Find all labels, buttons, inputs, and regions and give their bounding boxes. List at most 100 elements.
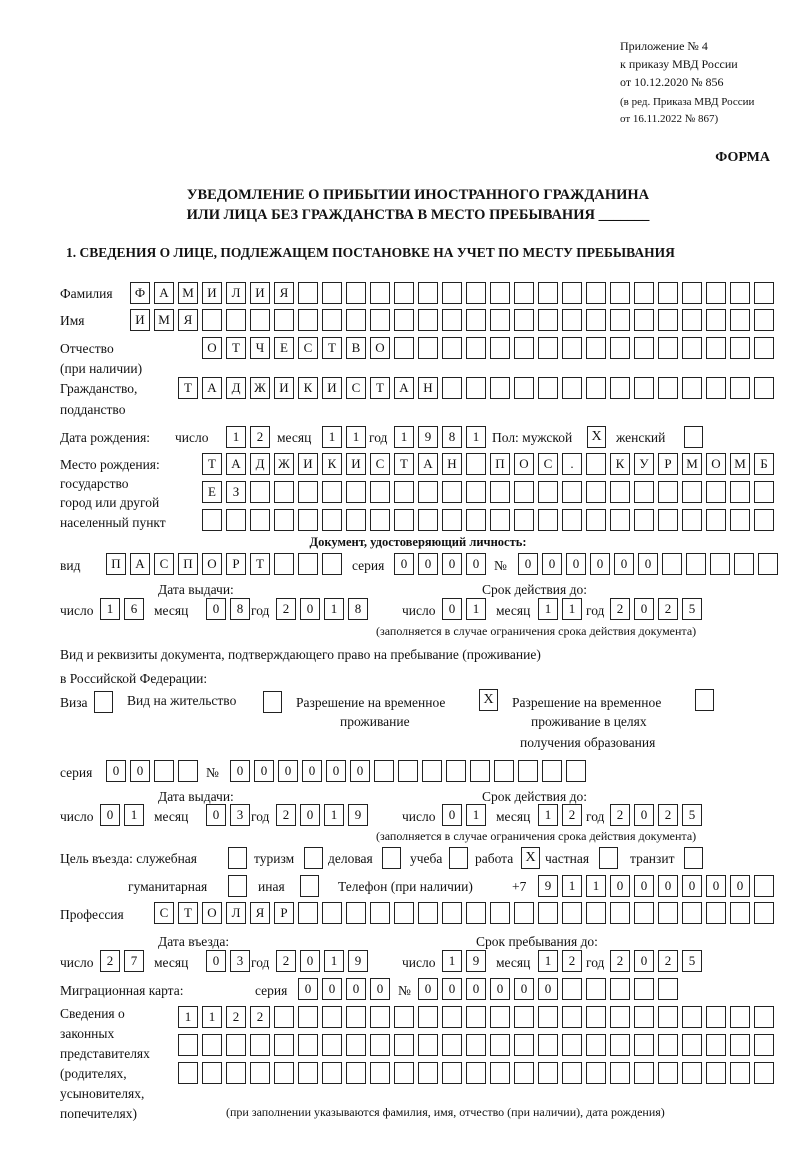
char-box[interactable]	[490, 1062, 510, 1084]
char-box[interactable]	[466, 453, 486, 475]
char-box[interactable]	[706, 377, 726, 399]
char-box[interactable]	[370, 309, 390, 331]
char-box[interactable]	[370, 481, 390, 503]
char-box[interactable]	[706, 481, 726, 503]
char-box[interactable]	[610, 902, 630, 924]
char-box[interactable]	[346, 509, 366, 531]
char-box[interactable]: 8	[348, 598, 368, 620]
char-box[interactable]	[274, 553, 294, 575]
char-box[interactable]: 1	[202, 1006, 222, 1028]
char-box[interactable]: Р	[658, 453, 678, 475]
char-box[interactable]: М	[178, 282, 198, 304]
char-box[interactable]: Ф	[130, 282, 150, 304]
char-box[interactable]	[322, 309, 342, 331]
char-box[interactable]	[538, 481, 558, 503]
char-box[interactable]: 0	[206, 598, 226, 620]
char-box[interactable]: 0	[394, 553, 414, 575]
char-box[interactable]: 9	[538, 875, 558, 897]
purpose-service-checkbox[interactable]	[228, 847, 247, 869]
char-box[interactable]: 1	[466, 426, 486, 448]
char-box[interactable]	[682, 481, 702, 503]
purpose-transit-checkbox[interactable]	[684, 847, 703, 869]
char-box[interactable]: 2	[610, 804, 630, 826]
char-box[interactable]	[226, 1062, 246, 1084]
char-box[interactable]	[682, 377, 702, 399]
char-box[interactable]	[466, 902, 486, 924]
char-box[interactable]	[754, 481, 774, 503]
char-box[interactable]: 0	[658, 875, 678, 897]
char-box[interactable]	[418, 1062, 438, 1084]
char-box[interactable]: Т	[226, 337, 246, 359]
char-box[interactable]: 0	[206, 804, 226, 826]
char-box[interactable]	[586, 309, 606, 331]
char-box[interactable]	[370, 282, 390, 304]
char-box[interactable]: О	[202, 553, 222, 575]
char-box[interactable]: 2	[250, 426, 270, 448]
char-box[interactable]	[442, 1006, 462, 1028]
char-box[interactable]: 0	[518, 553, 538, 575]
char-box[interactable]	[658, 509, 678, 531]
char-box[interactable]: Р	[226, 553, 246, 575]
char-box[interactable]: 1	[562, 875, 582, 897]
char-box[interactable]	[682, 309, 702, 331]
char-box[interactable]: 1	[466, 804, 486, 826]
char-box[interactable]: 2	[100, 950, 120, 972]
char-box[interactable]	[490, 509, 510, 531]
char-box[interactable]	[394, 337, 414, 359]
char-box[interactable]: Д	[226, 377, 246, 399]
char-box[interactable]: 0	[418, 553, 438, 575]
char-box[interactable]: О	[370, 337, 390, 359]
birthplace-field-3[interactable]	[202, 509, 774, 531]
char-box[interactable]: 0	[538, 978, 558, 1000]
char-box[interactable]	[490, 1034, 510, 1056]
char-box[interactable]: 2	[562, 804, 582, 826]
char-box[interactable]	[586, 377, 606, 399]
char-box[interactable]	[298, 902, 318, 924]
char-box[interactable]: 9	[348, 804, 368, 826]
char-box[interactable]	[754, 1062, 774, 1084]
char-box[interactable]: С	[538, 453, 558, 475]
char-box[interactable]	[442, 902, 462, 924]
char-box[interactable]: О	[706, 453, 726, 475]
char-box[interactable]	[682, 1006, 702, 1028]
char-box[interactable]	[754, 282, 774, 304]
char-box[interactable]	[322, 282, 342, 304]
char-box[interactable]	[514, 481, 534, 503]
char-box[interactable]	[634, 902, 654, 924]
char-box[interactable]	[710, 553, 730, 575]
char-box[interactable]	[466, 509, 486, 531]
char-box[interactable]	[442, 481, 462, 503]
char-box[interactable]: А	[154, 282, 174, 304]
char-box[interactable]: 0	[466, 553, 486, 575]
char-box[interactable]	[730, 481, 750, 503]
char-box[interactable]: 2	[276, 804, 296, 826]
char-box[interactable]	[178, 760, 198, 782]
char-box[interactable]: 0	[322, 978, 342, 1000]
char-box[interactable]	[514, 282, 534, 304]
char-box[interactable]	[398, 760, 418, 782]
char-box[interactable]: 0	[610, 875, 630, 897]
char-box[interactable]	[370, 1034, 390, 1056]
char-box[interactable]: 1	[394, 426, 414, 448]
char-box[interactable]	[730, 1062, 750, 1084]
char-box[interactable]	[562, 509, 582, 531]
char-box[interactable]	[634, 509, 654, 531]
temp-residence-checkbox[interactable]: X	[479, 689, 498, 711]
char-box[interactable]: 2	[250, 1006, 270, 1028]
char-box[interactable]	[394, 282, 414, 304]
purpose-other-checkbox[interactable]	[300, 875, 319, 897]
char-box[interactable]: А	[418, 453, 438, 475]
char-box[interactable]	[610, 978, 630, 1000]
edu-residence-checkbox[interactable]	[695, 689, 714, 711]
char-box[interactable]: 1	[324, 598, 344, 620]
char-box[interactable]: 0	[490, 978, 510, 1000]
char-box[interactable]: 1	[562, 598, 582, 620]
char-box[interactable]	[562, 377, 582, 399]
purpose-work-checkbox[interactable]: X	[521, 847, 540, 869]
char-box[interactable]	[446, 760, 466, 782]
char-box[interactable]	[562, 481, 582, 503]
char-box[interactable]	[634, 1034, 654, 1056]
